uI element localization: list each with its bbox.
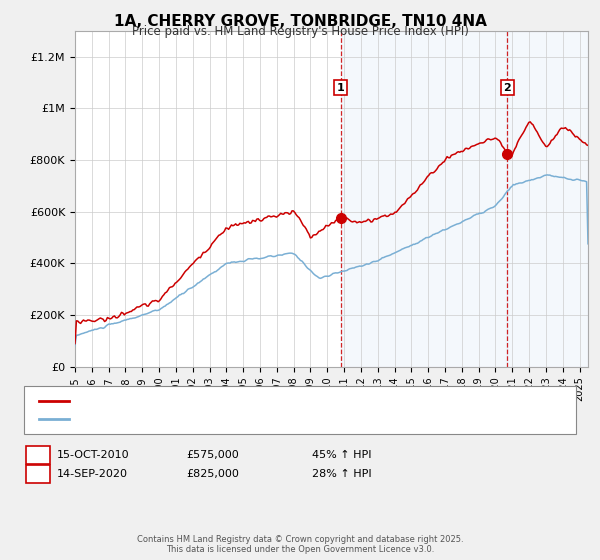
- Text: Contains HM Land Registry data © Crown copyright and database right 2025.
This d: Contains HM Land Registry data © Crown c…: [137, 535, 463, 554]
- Text: 2: 2: [34, 469, 41, 479]
- Text: 1: 1: [34, 450, 41, 460]
- Text: 14-SEP-2020: 14-SEP-2020: [57, 469, 128, 479]
- Text: £575,000: £575,000: [186, 450, 239, 460]
- Text: 45% ↑ HPI: 45% ↑ HPI: [312, 450, 371, 460]
- Text: £825,000: £825,000: [186, 469, 239, 479]
- Text: Price paid vs. HM Land Registry's House Price Index (HPI): Price paid vs. HM Land Registry's House …: [131, 25, 469, 38]
- Bar: [508, 31, 588, 367]
- Text: HPI: Average price, detached house, Tonbridge and Malling: HPI: Average price, detached house, Tonb…: [73, 414, 361, 424]
- Text: 15-OCT-2010: 15-OCT-2010: [57, 450, 130, 460]
- Text: 28% ↑ HPI: 28% ↑ HPI: [312, 469, 371, 479]
- Text: 1A, CHERRY GROVE, TONBRIDGE, TN10 4NA (detached house): 1A, CHERRY GROVE, TONBRIDGE, TN10 4NA (d…: [73, 396, 378, 406]
- Text: 2: 2: [503, 83, 511, 92]
- Text: 1A, CHERRY GROVE, TONBRIDGE, TN10 4NA: 1A, CHERRY GROVE, TONBRIDGE, TN10 4NA: [113, 14, 487, 29]
- Bar: [341, 31, 508, 367]
- Text: 1: 1: [337, 83, 344, 92]
